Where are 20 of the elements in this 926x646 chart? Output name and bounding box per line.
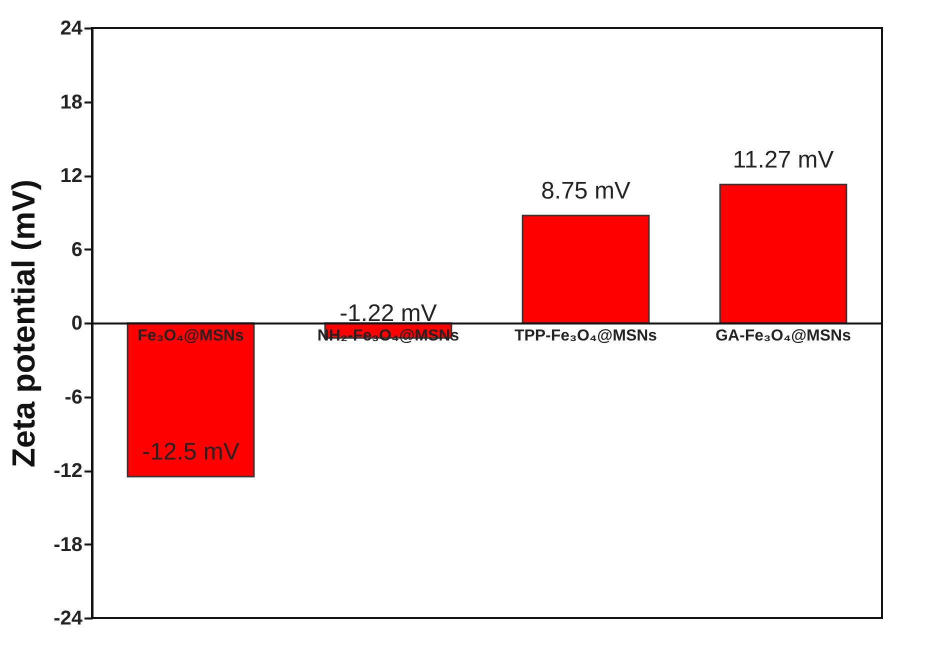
- y-tick-label: -6: [64, 386, 82, 408]
- y-tick-label: 24: [60, 18, 84, 40]
- x-tick-label: GA-Fe₃O₄@MSNs: [715, 328, 852, 344]
- data-label: 8.75 mV: [541, 177, 630, 204]
- y-tick-label: -18: [54, 534, 82, 556]
- y-tick-label: 18: [60, 91, 82, 114]
- x-tick-label: TPP-Fe₃O₄@MSNs: [514, 328, 658, 344]
- data-label: 11.27 mV: [732, 146, 834, 174]
- y-tick-label: -12: [54, 460, 82, 482]
- data-label: -12.5 mV: [142, 438, 240, 466]
- bar: [522, 214, 650, 324]
- y-tick-label: 12: [60, 165, 82, 187]
- y-tick-label: 0: [71, 312, 82, 334]
- y-tick-label: -24: [54, 608, 84, 630]
- y-axis-title: Zeta potential (mV): [6, 179, 42, 468]
- bar: [126, 322, 255, 478]
- bar: [719, 184, 848, 324]
- y-tick-label: 6: [71, 238, 82, 261]
- x-tick-label: Fe₃O₄@MSNs: [138, 328, 244, 344]
- data-label: -1.22 mV: [340, 300, 437, 327]
